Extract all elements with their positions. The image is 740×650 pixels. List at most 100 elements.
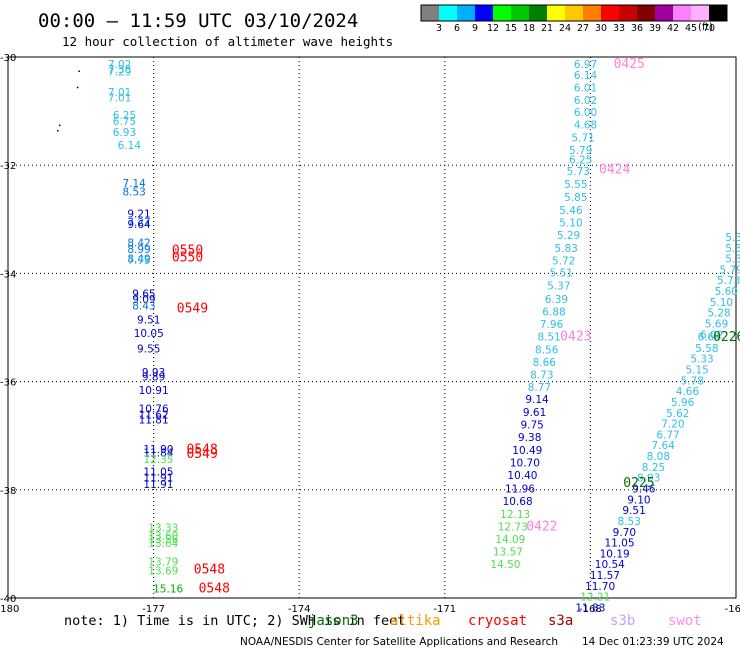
colorbar-tick-label: 21 [541, 23, 553, 34]
wave-height-value: 5.3 [725, 243, 740, 255]
wave-height-value: 5.10 [559, 217, 582, 229]
legend-cryosat: cryosat [468, 613, 527, 629]
wave-height-value: 6.25 [113, 110, 136, 122]
wave-height-value: 11.96 [505, 484, 535, 496]
colorbar-tick-label: 36 [631, 23, 643, 34]
colorbar: 3 6 9 12 15 18 21 24 27 30 33 36 39 42 45 70 [420, 4, 728, 34]
wave-height-value: 12.13 [500, 509, 530, 521]
wave-height-value: 6.75 [113, 116, 136, 128]
wave-height-value: 8.49 [127, 254, 150, 266]
coastline-dots [57, 70, 80, 132]
coastline-dot [78, 70, 80, 73]
x-tick-label: -180 [0, 604, 19, 615]
wave-height-value: 9.46 [632, 484, 656, 496]
wave-height-value: 8.99 [127, 244, 150, 256]
wave-height-value: 6.88 [542, 307, 565, 319]
coastline-dot [57, 130, 59, 132]
colorbar-border [420, 4, 728, 22]
wave-height-value: 11.62 [139, 409, 169, 421]
colorbar-swatch [457, 5, 476, 21]
wave-height-value: 7.27 [127, 217, 150, 229]
colorbar-tick-label: 30 [595, 23, 607, 34]
plot-area: -180 -177 -174 -171 -168 -165 -30 -32 -34 -36 -38… [0, 53, 740, 615]
x-tick-label: -168 [579, 604, 602, 615]
wave-height-value: 9.64 [127, 219, 151, 231]
y-tick-label: -34 [0, 269, 16, 280]
wave-height-value: 9.61 [523, 407, 546, 419]
wave-height-value: 15.16 [153, 584, 183, 596]
wave-height-value: 5.58 [695, 343, 718, 355]
wave-height-value: 8.56 [535, 344, 559, 356]
wave-height-value: 6.77 [656, 429, 679, 441]
wave-height-value: 14.50 [490, 559, 520, 571]
pass-time-label: 0548 [194, 563, 225, 578]
wave-height-value: 5.71 [571, 132, 594, 144]
wave-height-value: 8.77 [528, 382, 551, 394]
legend-swot: swot [668, 613, 702, 629]
wave-height-value: 10.68 [503, 496, 533, 508]
wave-height-value: 7.14 [122, 178, 146, 190]
wave-height-value: 13.79 [148, 557, 178, 569]
wave-height-value: 5.62 [666, 408, 689, 420]
coastline-dot [76, 86, 79, 89]
wave-height-value: 9.75 [520, 420, 543, 432]
colorbar-swatch [475, 5, 494, 21]
wave-height-value: 5.28 [707, 308, 730, 320]
colorbar-swatch [601, 5, 620, 21]
colorbar-tick-label: 70 [703, 23, 715, 34]
wave-height-value: 7.64 [652, 440, 676, 452]
pass-time-label: 0226 [713, 330, 740, 345]
wave-height-value: 5.15 [685, 364, 708, 376]
wave-height-value: 4.66 [676, 386, 700, 398]
satellite-legend: jason3 altika cryosat s3a s3b swot [308, 613, 702, 629]
wave-height-value: 6.97 [574, 59, 597, 71]
colorbar-swatch [529, 5, 548, 21]
footer-credit: NOAA/NESDIS Center for Satellite Applica… [240, 636, 558, 648]
plot-frame [7, 56, 737, 599]
wave-height-value: 13.33 [148, 522, 178, 534]
pass-time-label: 0550 [172, 250, 203, 265]
colorbar-tick-label: 12 [487, 23, 499, 34]
y-tick-label: -30 [0, 53, 16, 64]
wave-height-value: 10.76 [139, 403, 169, 415]
pass-time-label: 0423 [560, 329, 591, 344]
wave-height-value: 8.51 [537, 331, 560, 343]
colorbar-swatch [421, 5, 440, 21]
wave-height-value: 10.19 [600, 548, 630, 560]
footer-note: note: 1) Time is in UTC; 2) SWH is in fe… [64, 613, 405, 629]
wave-height-value: 5.69 [705, 319, 728, 331]
wave-height-value: 8.42 [127, 237, 150, 249]
wave-height-value: 9.21 [127, 209, 150, 221]
legend-s3a: s3a [548, 613, 573, 629]
coastline-dot [58, 124, 61, 127]
wave-height-value: 11.91 [143, 473, 173, 485]
colorbar-swatch [709, 5, 728, 21]
wave-height-value: 9.10 [627, 494, 650, 506]
wave-height-value: 9.65 [132, 289, 155, 301]
wave-height-value: 11.57 [590, 570, 620, 582]
wave-height-value: 5.10 [710, 297, 733, 309]
wave-height-value: 9.93 [142, 367, 165, 379]
y-tick-label: -36 [0, 378, 16, 389]
wave-height-value: 7.02 [108, 59, 131, 71]
pass-time-label: 0550 [172, 243, 203, 258]
wave-height-value: 9.51 [137, 315, 160, 327]
wave-height-value: 7.29 [108, 66, 131, 78]
wave-height-value: 5.78 [681, 375, 704, 387]
wave-height-value: 10.49 [512, 445, 542, 457]
legend-altika: altika [390, 613, 441, 629]
wave-height-value: 11.91 [143, 479, 173, 491]
wave-height-value: 9.89 [142, 372, 165, 384]
wave-height-value: 5.96 [671, 397, 695, 409]
colorbar-tick-label: 3 [436, 23, 442, 34]
wave-height-value: 5.72 [552, 256, 575, 268]
colorbar-swatch [673, 5, 692, 21]
wave-height-value: 8.66 [533, 357, 557, 369]
wave-height-value: 6.25 [569, 155, 592, 167]
wave-height-value: 8.08 [647, 451, 670, 463]
wave-height-value: 11.05 [604, 538, 634, 550]
wave-height-value: 5.73 [717, 275, 740, 287]
wave-height-value: 8.25 [642, 462, 665, 474]
colorbar-tick-label: 27 [577, 23, 589, 34]
